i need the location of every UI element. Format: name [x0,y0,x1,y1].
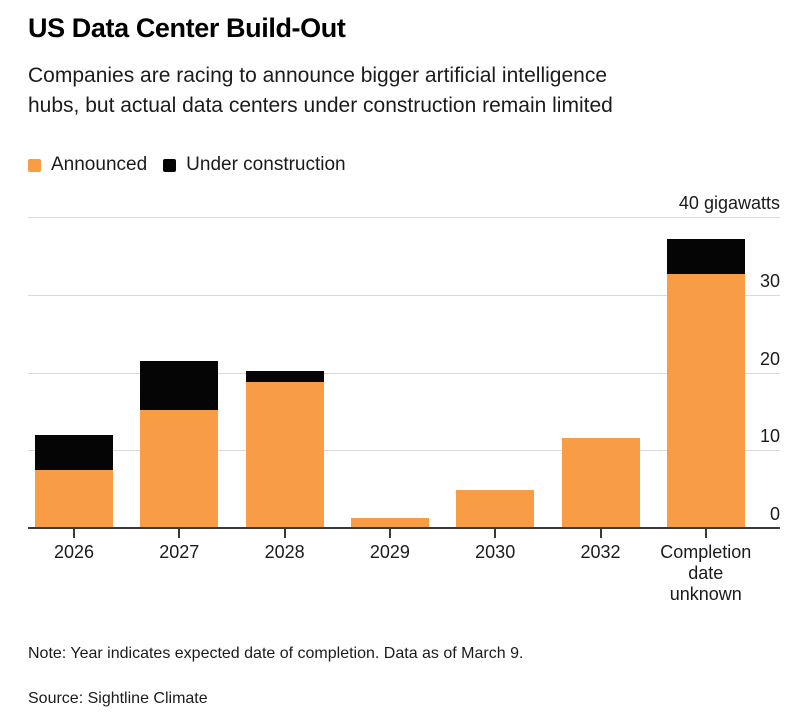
bar-under-construction-2027 [140,360,219,410]
x-axis-label-2028: 2028 [264,542,305,562]
x-axis-label-2029: 2029 [369,542,410,562]
y-axis-label-0: 0 [769,504,780,524]
gridline-30 [28,294,780,296]
x-axis-label-completion-date-unknown: Completion date unknown [660,542,752,604]
x-axis-label-2032: 2032 [580,542,621,562]
bar-announced-2030 [456,489,535,527]
source-line: Source: Sightline Climate [28,690,208,707]
legend-swatch-announced-icon [28,158,41,172]
bar-under-construction-completion-date-unknown [666,239,745,274]
legend-swatch-under-construction-icon [163,158,177,172]
chart-title: US Data Center Build-Out [28,13,346,43]
footnote: Note: Year indicates expected date of co… [28,645,524,662]
gridline-10 [28,450,780,452]
x-axis-line [28,527,780,529]
bar-under-construction-2026 [35,435,113,471]
x-axis-tick-completion-date-unknown [704,529,707,538]
y-axis-label-20: 20 [759,348,780,369]
x-axis-tick-2029 [388,529,391,538]
x-axis-label-2030: 2030 [475,542,516,562]
bar-announced-2026 [35,470,113,527]
bar-announced-2032 [561,438,640,527]
gridline-40 [28,217,780,218]
bar-announced-2028 [245,381,324,527]
legend-item-under-construction: Under construction [163,154,346,176]
bar-announced-2027 [140,409,219,527]
x-axis-tick-2027 [178,529,181,538]
bar-announced-completion-date-unknown [666,273,745,527]
y-axis-label-30: 30 [759,270,780,291]
legend-label-announced: Announced [51,154,148,175]
y-axis-label-40: 40 gigawatts [678,193,780,213]
chart-subtitle: Companies are racing to announce bigger … [28,64,613,117]
x-axis-label-2026: 2026 [53,542,95,562]
bar-under-construction-2028 [245,370,324,382]
legend-item-announced: Announced [28,154,147,176]
x-axis-tick-2026 [73,529,75,538]
legend-label-under-construction: Under construction [186,154,346,175]
y-axis-label-10: 10 [759,426,780,447]
x-axis-tick-2028 [283,529,286,538]
plot-area: 0 10 20 30 40 gigawatts 2026 2027 2028 2029 2030 2… [28,194,780,604]
chart-legend: Announced Under construction [28,154,780,176]
bar-announced-2029 [350,517,429,527]
x-axis-tick-2032 [599,529,602,538]
x-axis-tick-2030 [494,529,497,538]
gridline-20 [28,372,780,374]
x-axis-label-2027: 2027 [159,542,200,562]
